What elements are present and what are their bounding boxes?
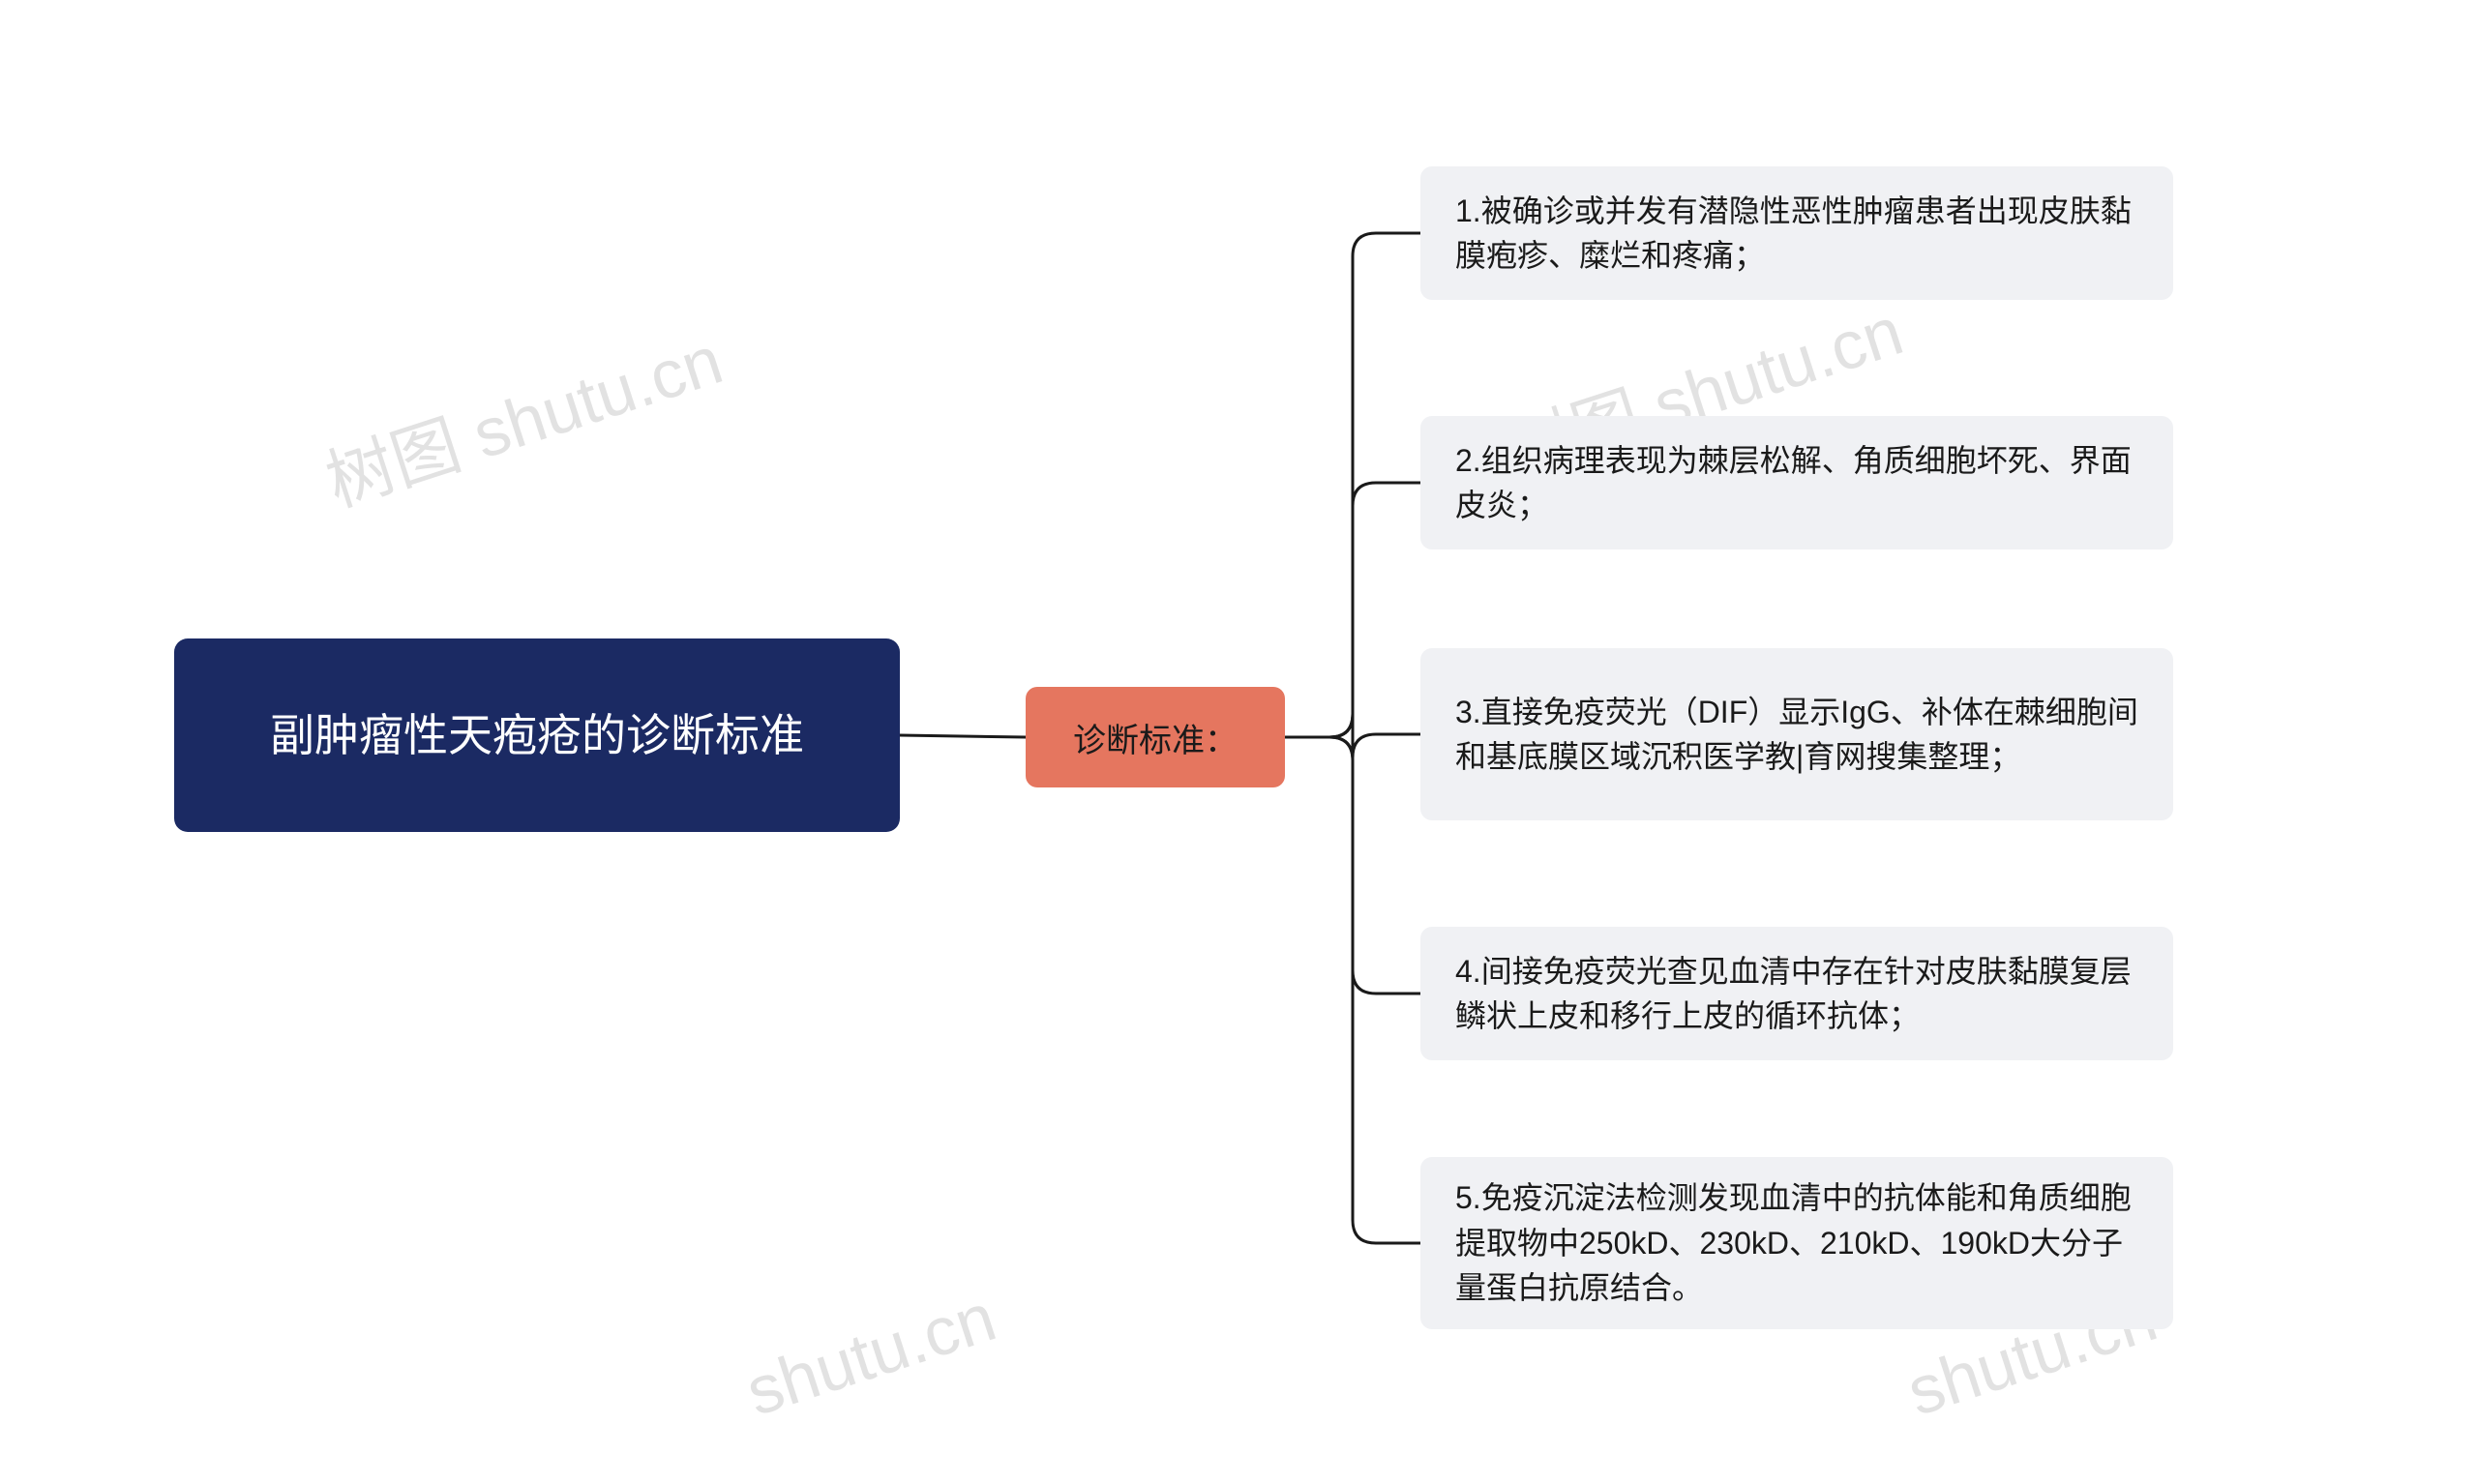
branch-node-label: 诊断标准： <box>1073 714 1238 761</box>
leaf-label: 3.直接免疫荧光（DIF）显示IgG、补体在棘细胞间和基底膜区域沉积医学教|育网… <box>1455 690 2138 780</box>
leaf-node-criterion-1[interactable]: 1.被确诊或并发有潜隐性恶性肿瘤患者出现皮肤黏膜疱疹、糜烂和疼痛； <box>1420 166 2173 300</box>
leaf-node-criterion-4[interactable]: 4.间接免疫荧光查见血清中存在针对皮肤黏膜复层鳞状上皮和移行上皮的循环抗体； <box>1420 927 2173 1060</box>
leaf-label: 2.组织病理表现为棘层松解、角质细胞坏死、界面皮炎； <box>1455 438 2138 528</box>
leaf-label: 5.免疫沉淀法检测发现血清中的抗体能和角质细胞提取物中250kD、230kD、2… <box>1455 1175 2138 1310</box>
root-node[interactable]: 副肿瘤性天疱疮的诊断标准 <box>174 638 900 832</box>
leaf-node-criterion-5[interactable]: 5.免疫沉淀法检测发现血清中的抗体能和角质细胞提取物中250kD、230kD、2… <box>1420 1157 2173 1329</box>
mindmap-canvas: 树图 shutu.cn 树图 shutu.cn shutu.cn shutu.c… <box>0 0 2477 1484</box>
leaf-label: 4.间接免疫荧光查见血清中存在针对皮肤黏膜复层鳞状上皮和移行上皮的循环抗体； <box>1455 949 2138 1039</box>
leaf-node-criterion-3[interactable]: 3.直接免疫荧光（DIF）显示IgG、补体在棘细胞间和基底膜区域沉积医学教|育网… <box>1420 648 2173 820</box>
leaf-node-criterion-2[interactable]: 2.组织病理表现为棘层松解、角质细胞坏死、界面皮炎； <box>1420 416 2173 549</box>
watermark-3: shutu.cn <box>737 1278 1004 1431</box>
branch-node-criteria[interactable]: 诊断标准： <box>1026 687 1285 787</box>
root-node-label: 副肿瘤性天疱疮的诊断标准 <box>270 705 804 765</box>
watermark-1: 树图 shutu.cn <box>313 306 733 525</box>
leaf-label: 1.被确诊或并发有潜隐性恶性肿瘤患者出现皮肤黏膜疱疹、糜烂和疼痛； <box>1455 189 2138 279</box>
